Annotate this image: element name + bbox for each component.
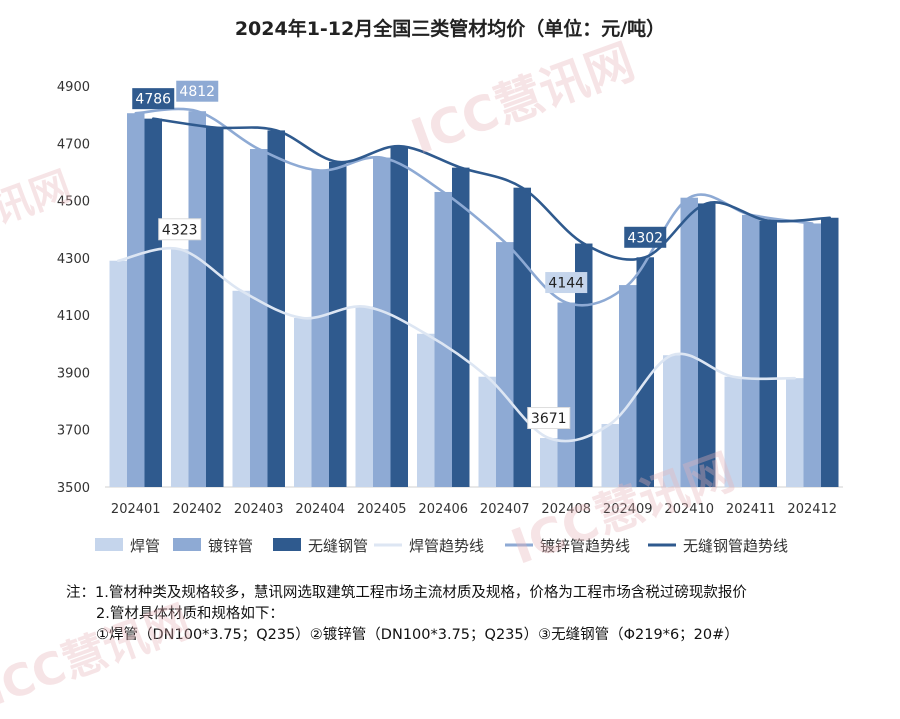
bar-1-1 xyxy=(188,111,206,487)
bar-0-9 xyxy=(663,355,681,487)
bar-2-5 xyxy=(452,167,470,487)
y-tick-label: 4300 xyxy=(57,252,90,267)
bar-0-3 xyxy=(294,318,312,487)
bar-0-2 xyxy=(232,290,250,487)
bar-0-11 xyxy=(786,378,804,487)
y-tick-label: 4100 xyxy=(57,309,90,324)
chart-plot: 3500 3700 3900 4100 4300 4500 4700 4900 202401 20… xyxy=(57,80,843,555)
legend-label: 镀锌管趋势线 xyxy=(540,537,630,555)
legend-label: 无缝钢管 xyxy=(308,537,368,555)
bar-0-0 xyxy=(109,260,127,487)
legend-label: 焊管 xyxy=(130,537,160,555)
bar-1-3 xyxy=(311,170,329,487)
bar-1-0 xyxy=(127,113,145,487)
legend-label: 焊管趋势线 xyxy=(409,537,484,555)
data-label: 4302 xyxy=(627,230,663,246)
x-tick-label: 202411 xyxy=(726,502,776,517)
bar-0-7 xyxy=(540,438,558,487)
y-tick-label: 4900 xyxy=(57,80,90,95)
x-tick-label: 202410 xyxy=(664,502,714,517)
x-tick-label: 202407 xyxy=(480,502,530,517)
trendline-2 xyxy=(151,117,832,261)
bar-1-10 xyxy=(742,214,760,487)
bar-2-3 xyxy=(329,161,347,487)
footnote-line-2: 2.管材具体材质和规格如下： xyxy=(96,606,284,622)
trendline-0 xyxy=(116,246,797,443)
data-label-box-3 xyxy=(545,272,588,294)
footnotes: 注：1.管材种类及规格较多，慧讯网选取建筑工程市场主流材质及规格，价格为工程市场… xyxy=(66,583,747,646)
bar-2-9 xyxy=(698,203,716,487)
data-label: 4786 xyxy=(135,92,171,108)
y-tick-label: 3500 xyxy=(57,481,90,496)
data-label: 4812 xyxy=(179,84,215,100)
bar-1-6 xyxy=(496,242,514,487)
legend-swatch-0 xyxy=(95,538,123,551)
bar-1-8 xyxy=(619,285,637,487)
bar-2-8 xyxy=(636,257,654,487)
x-tick-label: 202412 xyxy=(787,502,837,517)
x-tick-label: 202404 xyxy=(295,502,345,517)
bar-2-11 xyxy=(821,217,839,487)
y-tick-label: 3900 xyxy=(57,366,90,381)
x-tick-label: 202408 xyxy=(541,502,591,517)
x-tick-label: 202406 xyxy=(418,502,468,517)
data-label: 4144 xyxy=(548,276,584,292)
y-tick-label: 4700 xyxy=(57,137,90,152)
bar-2-0 xyxy=(144,118,162,487)
x-tick-label: 202409 xyxy=(603,502,653,517)
data-label: 4323 xyxy=(162,222,198,238)
bar-0-5 xyxy=(417,333,435,487)
bar-2-10 xyxy=(759,220,777,487)
data-label-box-1 xyxy=(176,80,219,102)
footnote-line-1: 注：1.管材种类及规格较多，慧讯网选取建筑工程市场主流材质及规格，价格为工程市场… xyxy=(66,585,747,601)
chart-title: 2024年1-12月全国三类管材均价（单位：元/吨） xyxy=(234,18,666,40)
x-tick-label: 202405 xyxy=(357,502,407,517)
bar-1-4 xyxy=(373,157,391,487)
bar-2-1 xyxy=(206,127,224,488)
x-tick-label: 202401 xyxy=(111,502,161,517)
bar-2-4 xyxy=(390,146,408,487)
x-tick-label: 202402 xyxy=(172,502,222,517)
data-label-box-4 xyxy=(527,407,571,430)
footnote-line-3: ①焊管（DN100*3.75；Q235）②镀锌管（DN100*3.75；Q235… xyxy=(96,627,739,643)
bar-1-5 xyxy=(434,191,452,487)
data-label-box-5 xyxy=(624,226,667,248)
legend-swatch-1 xyxy=(173,538,201,551)
bar-1-11 xyxy=(803,223,821,487)
bar-1-7 xyxy=(557,302,575,487)
bar-0-10 xyxy=(724,376,742,487)
bar-1-2 xyxy=(250,149,268,487)
x-tick-label: 202403 xyxy=(234,502,284,517)
bar-0-4 xyxy=(355,306,373,487)
legend-swatch-2 xyxy=(273,538,301,551)
bar-0-8 xyxy=(601,423,619,487)
trendline-1 xyxy=(134,107,814,307)
chart-container: 2024年1-12月全国三类管材均价（单位：元/吨） 3500 3700 3900 4… xyxy=(0,18,843,717)
y-tick-label: 4500 xyxy=(57,195,90,210)
legend-label: 无缝钢管趋势线 xyxy=(683,537,788,555)
data-label-box-2 xyxy=(158,218,202,241)
bar-1-9 xyxy=(680,197,698,487)
legend-label: 镀锌管 xyxy=(208,537,253,555)
y-tick-label: 3700 xyxy=(57,424,90,439)
data-label-box-0 xyxy=(132,88,175,110)
bar-0-6 xyxy=(478,376,496,487)
bar-0-1 xyxy=(171,249,189,487)
bar-2-6 xyxy=(513,187,531,488)
data-label: 3671 xyxy=(531,411,567,427)
